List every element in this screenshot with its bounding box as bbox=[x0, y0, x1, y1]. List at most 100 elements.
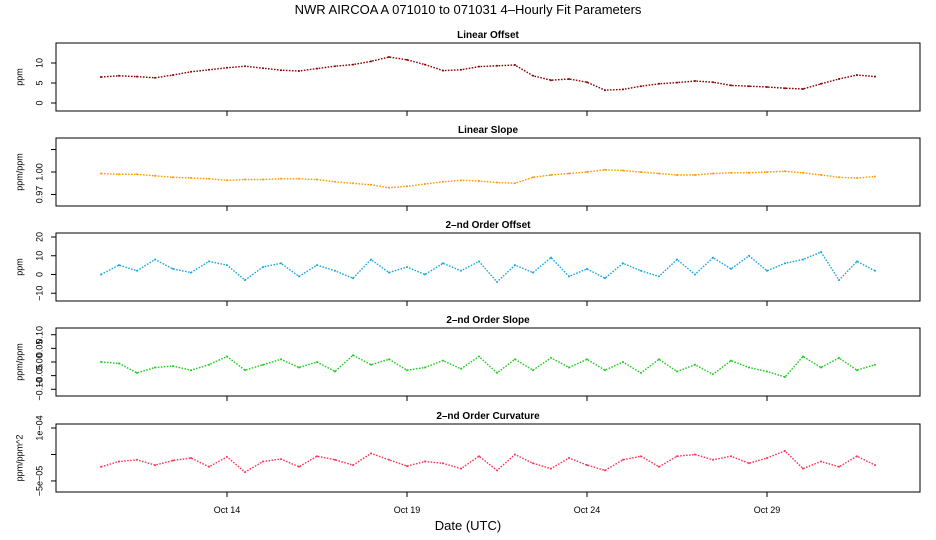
series-line bbox=[100, 251, 876, 284]
data-point bbox=[550, 174, 552, 176]
data-point bbox=[352, 182, 354, 185]
data-point bbox=[496, 371, 498, 374]
data-point bbox=[370, 363, 372, 366]
data-point bbox=[802, 258, 804, 261]
data-point bbox=[820, 366, 822, 369]
data-point bbox=[712, 458, 714, 461]
data-point bbox=[172, 176, 174, 179]
data-point bbox=[604, 369, 606, 372]
data-point bbox=[766, 370, 768, 373]
data-point bbox=[784, 449, 786, 452]
data-point bbox=[424, 273, 426, 276]
data-point bbox=[190, 369, 192, 372]
data-point bbox=[658, 465, 660, 468]
data-point bbox=[478, 65, 480, 68]
panel-frame bbox=[55, 137, 921, 207]
data-point bbox=[874, 363, 876, 366]
data-point bbox=[856, 177, 858, 179]
data-point bbox=[838, 279, 840, 282]
data-point bbox=[334, 180, 336, 183]
data-point bbox=[388, 358, 390, 361]
data-point bbox=[820, 82, 822, 85]
data-point bbox=[730, 171, 732, 174]
data-point bbox=[658, 172, 660, 175]
data-point bbox=[802, 467, 804, 470]
data-point bbox=[442, 69, 444, 72]
series-line bbox=[100, 169, 876, 189]
y-axis-label: ppm bbox=[14, 68, 24, 86]
data-point bbox=[298, 177, 300, 180]
data-point bbox=[172, 267, 174, 270]
data-point bbox=[208, 363, 210, 366]
x-axis-label: Date (UTC) bbox=[434, 518, 502, 533]
x-tick-label: Oct 19 bbox=[394, 505, 421, 515]
data-point bbox=[694, 363, 696, 366]
data-point bbox=[298, 70, 300, 72]
data-point bbox=[370, 183, 372, 186]
data-point bbox=[208, 260, 210, 263]
x-tick-label: Oct 29 bbox=[754, 505, 781, 515]
data-point bbox=[136, 269, 138, 272]
data-point bbox=[496, 181, 498, 184]
data-point bbox=[424, 460, 426, 463]
data-point bbox=[550, 356, 552, 359]
data-point bbox=[748, 171, 750, 174]
data-point bbox=[784, 376, 786, 378]
data-point bbox=[820, 251, 822, 253]
data-point bbox=[280, 458, 282, 461]
y-tick-label: 0.97 bbox=[34, 186, 44, 204]
data-point bbox=[568, 275, 570, 278]
data-point bbox=[316, 67, 318, 70]
panel-frame bbox=[55, 423, 921, 493]
data-point bbox=[154, 174, 156, 177]
data-point bbox=[838, 78, 840, 80]
data-point bbox=[802, 88, 804, 90]
data-point bbox=[514, 64, 516, 66]
data-point bbox=[334, 269, 336, 272]
data-point bbox=[262, 460, 264, 463]
data-point bbox=[532, 176, 534, 179]
data-point bbox=[838, 465, 840, 468]
x-tick-label: Oct 14 bbox=[214, 505, 241, 515]
data-point bbox=[514, 358, 516, 361]
data-point bbox=[118, 173, 120, 176]
data-point bbox=[514, 453, 516, 456]
data-point bbox=[244, 369, 246, 372]
data-point bbox=[298, 366, 300, 369]
data-point bbox=[478, 455, 480, 458]
data-point bbox=[712, 81, 714, 84]
data-point bbox=[694, 273, 696, 276]
data-point bbox=[586, 81, 588, 84]
data-point bbox=[640, 269, 642, 272]
data-point bbox=[748, 366, 750, 369]
data-point bbox=[280, 69, 282, 72]
data-point bbox=[118, 74, 120, 77]
data-point bbox=[712, 373, 714, 376]
data-point bbox=[406, 465, 408, 468]
data-point bbox=[694, 453, 696, 456]
series-line bbox=[100, 354, 876, 378]
panel-frame bbox=[55, 327, 921, 397]
data-point bbox=[730, 455, 732, 458]
data-point bbox=[712, 172, 714, 175]
data-point bbox=[100, 76, 102, 78]
data-point bbox=[424, 366, 426, 369]
series-line bbox=[100, 450, 876, 473]
data-point bbox=[262, 67, 264, 70]
data-point bbox=[388, 186, 390, 189]
y-tick-label: 1e−04 bbox=[34, 415, 44, 440]
data-point bbox=[442, 262, 444, 265]
data-point bbox=[550, 467, 552, 470]
data-point bbox=[604, 469, 606, 472]
data-point bbox=[442, 359, 444, 362]
data-point bbox=[604, 277, 606, 280]
data-point bbox=[568, 457, 570, 459]
data-point bbox=[190, 177, 192, 179]
y-tick-label: 0.10 bbox=[34, 326, 44, 344]
data-point bbox=[298, 275, 300, 278]
data-point bbox=[766, 457, 768, 459]
data-point bbox=[784, 170, 786, 173]
data-point bbox=[586, 464, 588, 467]
data-point bbox=[154, 366, 156, 369]
